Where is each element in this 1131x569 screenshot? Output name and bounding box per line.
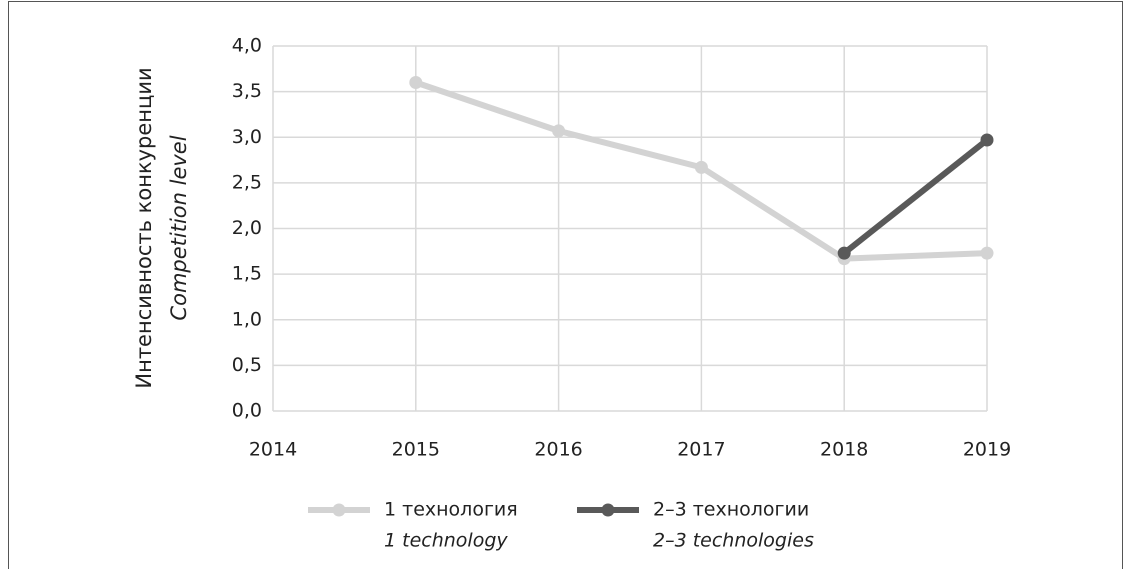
x-tick-label: 2017 <box>677 439 725 461</box>
y-axis-title: Интенсивность конкуренции <box>132 67 156 388</box>
x-tick-label: 2016 <box>534 439 582 461</box>
marker <box>980 133 994 147</box>
legend-label-en: 1 technology <box>384 530 508 552</box>
y-tick-label: 3,5 <box>232 80 262 102</box>
y-tick-label: 2,5 <box>232 171 262 193</box>
marker <box>980 246 994 260</box>
y-tick-label: 1,5 <box>232 263 262 285</box>
marker <box>837 246 851 260</box>
legend-marker <box>332 503 346 517</box>
marker <box>552 124 566 138</box>
x-tick-label: 2015 <box>392 439 440 461</box>
x-tick-label: 2018 <box>820 439 868 461</box>
y-tick-label: 1,0 <box>232 308 262 330</box>
x-tick-label: 2014 <box>249 439 297 461</box>
y-tick-label: 2,0 <box>232 217 262 239</box>
y-tick-label: 4,0 <box>232 35 262 57</box>
legend-label: 2–3 технологии <box>653 499 809 521</box>
legend-marker <box>601 503 615 517</box>
y-tick-label: 3,0 <box>232 126 262 148</box>
marker <box>694 160 708 174</box>
legend-label-en: 2–3 technologies <box>653 530 814 552</box>
y-tick-label: 0,5 <box>232 354 262 376</box>
y-tick-label: 0,0 <box>232 400 262 422</box>
x-tick-label: 2019 <box>963 439 1011 461</box>
legend-label: 1 технология <box>384 499 518 521</box>
series-line <box>842 137 989 256</box>
frame <box>8 1 1123 569</box>
marker <box>409 76 423 89</box>
y-axis-title-en: Competition level <box>167 135 191 320</box>
